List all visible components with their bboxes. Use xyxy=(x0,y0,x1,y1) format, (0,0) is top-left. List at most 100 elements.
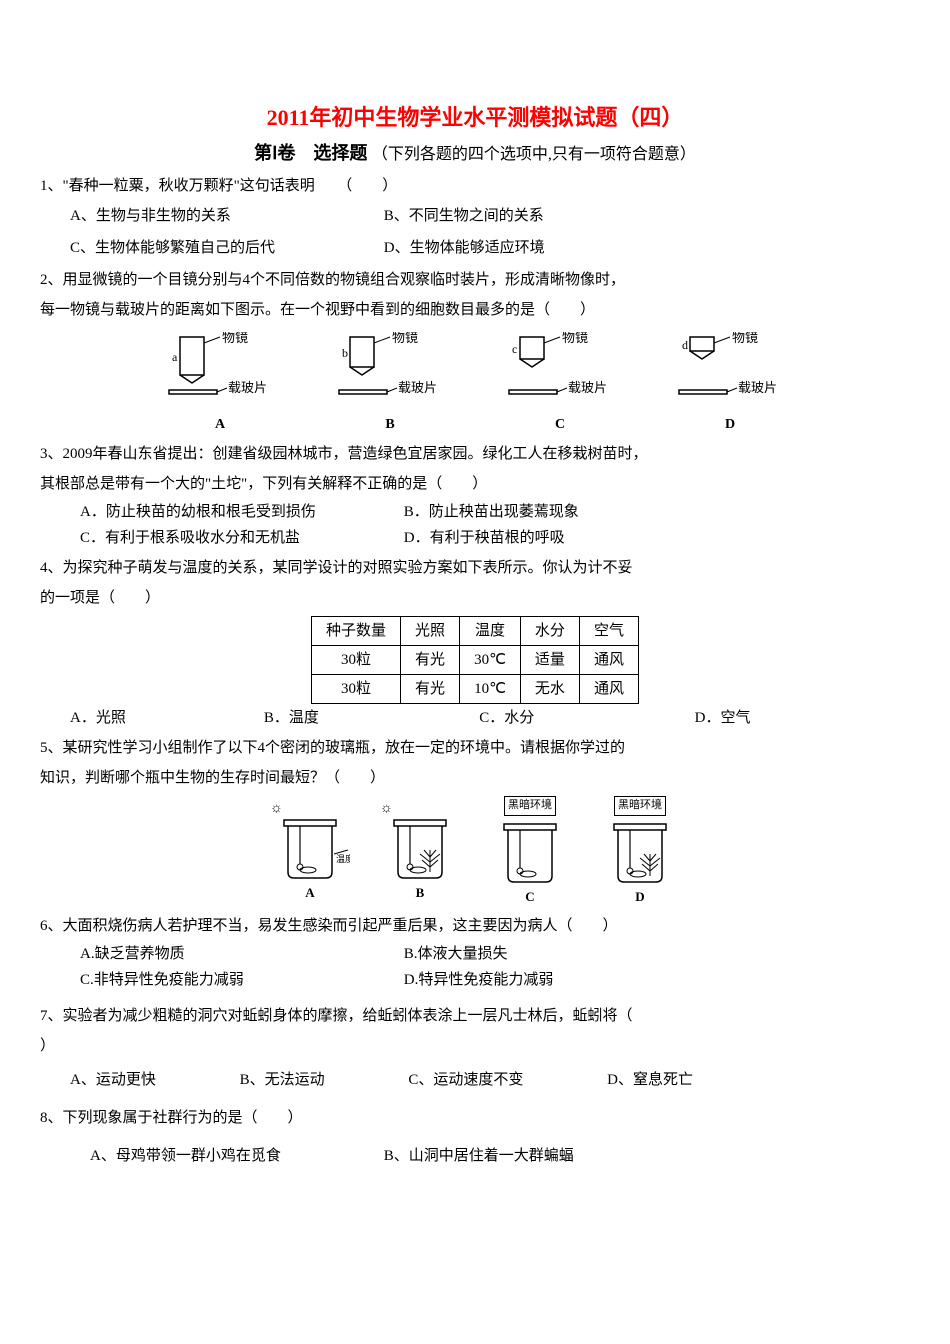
q7-stem: 7、实验者为减少粗糙的洞穴对蚯蚓身体的摩擦，给蚯蚓体表涂上一层凡士林后，蚯蚓将（ xyxy=(40,1004,910,1028)
q5-stem1: 5、某研究性学习小组制作了以下4个密闭的玻璃瓶，放在一定的环境中。请根据你学过的 xyxy=(40,736,910,760)
table-cell: 有光 xyxy=(401,646,460,675)
jar-label: C xyxy=(525,887,534,908)
table-cell: 适量 xyxy=(520,646,579,675)
q1-options-row1: A、生物与非生物的关系 B、不同生物之间的关系 xyxy=(40,204,910,228)
lens-label: D xyxy=(725,414,735,436)
q7-opt-a: A、运动更快 xyxy=(70,1068,156,1092)
lens-label: C xyxy=(555,414,565,436)
q3-stem2: 其根部总是带有一个大的"土坨"，下列有关解释不正确的是（ ） xyxy=(40,472,910,496)
svg-text:载玻片: 载玻片 xyxy=(228,380,267,395)
q1-opt-b: B、不同生物之间的关系 xyxy=(384,204,544,228)
q3-opt-c: C．有利于根系吸收水分和无机盐 xyxy=(80,526,400,550)
table-header-cell: 光照 xyxy=(401,617,460,646)
q7-stem-end: ） xyxy=(40,1034,910,1058)
q6-stem: 6、大面积烧伤病人若护理不当，易发生感染而引起严重后果，这主要因为病人（ ） xyxy=(40,914,910,938)
q4-opt-c: C．水分 xyxy=(479,706,694,730)
microscope-lens-icon: a 物镜 载玻片 xyxy=(165,332,275,412)
microscope-lens-icon: d 物镜 载玻片 xyxy=(675,332,785,412)
q7-options: A、运动更快 B、无法运动 C、运动速度不变 D、窒息死亡 xyxy=(40,1068,910,1092)
q6-opt-a: A.缺乏营养物质 xyxy=(80,942,400,966)
table-header-cell: 水分 xyxy=(520,617,579,646)
table-cell: 30粒 xyxy=(312,675,401,704)
q6-opt-b: B.体液大量损失 xyxy=(404,946,508,962)
svg-text:载玻片: 载玻片 xyxy=(398,380,437,395)
table-header-cell: 种子数量 xyxy=(312,617,401,646)
q4-opt-b: B．温度 xyxy=(264,706,479,730)
lens-figure: a 物镜 载玻片 A xyxy=(165,332,275,436)
q6-opt-c: C.非特异性免疫能力减弱 xyxy=(80,968,400,992)
jar-icon xyxy=(600,816,680,886)
table-cell: 无水 xyxy=(520,675,579,704)
q7-opt-b: B、无法运动 xyxy=(240,1068,325,1092)
q4-stem2: 的一项是（ ） xyxy=(40,586,910,610)
jar-icon: 温度计 xyxy=(270,812,350,882)
q2-stem2: 每一物镜与载玻片的距离如下图示。在一个视野中看到的细胞数目最多的是（ ） xyxy=(40,298,910,322)
lens-figure: d 物镜 载玻片 D xyxy=(675,332,785,436)
q3-stem1: 3、2009年春山东省提出：创建省级园林城市，营造绿色宜居家园。绿化工人在移栽树… xyxy=(40,442,910,466)
svg-text:温度计: 温度计 xyxy=(336,853,350,864)
q2-diagram: a 物镜 载玻片 A b 物镜 载玻片 B c 物镜 载玻片 C d 物镜 载玻… xyxy=(40,332,910,436)
jar-figure: ☼ 温度计 A xyxy=(270,796,350,907)
q1-opt-c: C、生物体能够繁殖自己的后代 xyxy=(70,236,380,260)
jar-label: D xyxy=(635,887,644,908)
lens-figure: c 物镜 载玻片 C xyxy=(505,332,615,436)
dark-env-label: 黑暗环境 xyxy=(504,796,556,816)
q4-opt-a: A．光照 xyxy=(70,706,264,730)
lens-label: A xyxy=(215,414,225,436)
q1-options-row2: C、生物体能够繁殖自己的后代 D、生物体能够适应环境 xyxy=(40,236,910,260)
section-number: 第Ⅰ卷 xyxy=(254,143,295,163)
q3-options: A．防止秧苗的幼根和根毛受到损伤 B．防止秧苗出现萎蔫现象 C．有利于根系吸收水… xyxy=(80,500,910,550)
svg-text:c: c xyxy=(512,342,517,356)
table-cell: 10℃ xyxy=(460,675,521,704)
jar-figure: 黑暗环境 D xyxy=(600,796,680,907)
microscope-lens-icon: c 物镜 载玻片 xyxy=(505,332,615,412)
exam-title: 2011年初中生物学业水平测模拟试题（四） xyxy=(40,100,910,135)
q1-opt-d: D、生物体能够适应环境 xyxy=(384,236,545,260)
microscope-lens-icon: b 物镜 载玻片 xyxy=(335,332,445,412)
table-cell: 30粒 xyxy=(312,646,401,675)
section-header: 第Ⅰ卷 选择题 （下列各题的四个选项中,只有一项符合题意） xyxy=(40,139,910,168)
section-label: 选择题 xyxy=(313,143,367,163)
q8-stem: 8、下列现象属于社群行为的是（ ） xyxy=(40,1106,910,1130)
svg-text:物镜: 物镜 xyxy=(732,332,758,345)
q3-opt-a: A．防止秧苗的幼根和根毛受到损伤 xyxy=(80,500,400,524)
svg-text:物镜: 物镜 xyxy=(392,332,418,345)
svg-text:d: d xyxy=(682,338,688,352)
svg-text:a: a xyxy=(172,350,178,364)
table-cell: 30℃ xyxy=(460,646,521,675)
jar-icon xyxy=(490,816,570,886)
svg-text:载玻片: 载玻片 xyxy=(568,380,607,395)
jar-label: A xyxy=(305,883,314,904)
q3-opt-b: B．防止秧苗出现萎蔫现象 xyxy=(404,504,579,520)
section-note: （下列各题的四个选项中,只有一项符合题意） xyxy=(372,146,696,163)
svg-text:b: b xyxy=(342,346,348,360)
svg-text:载玻片: 载玻片 xyxy=(738,380,777,395)
q6-opt-d: D.特异性免疫能力减弱 xyxy=(404,972,554,988)
q7-opt-c: C、运动速度不变 xyxy=(408,1068,523,1092)
jar-icon xyxy=(380,812,460,882)
q6-options: A.缺乏营养物质 B.体液大量损失 C.非特异性免疫能力减弱 D.特异性免疫能力… xyxy=(80,942,910,992)
lens-figure: b 物镜 载玻片 B xyxy=(335,332,445,436)
table-cell: 通风 xyxy=(579,675,638,704)
table-cell: 通风 xyxy=(579,646,638,675)
q1-stem: 1、"春种一粒粟，秋收万颗籽"这句话表明 （ ） xyxy=(40,174,910,198)
q5-diagram: ☼ 温度计 A☼ B黑暗环境 C黑暗环境 xyxy=(40,796,910,907)
table-header-cell: 空气 xyxy=(579,617,638,646)
svg-text:物镜: 物镜 xyxy=(222,332,248,345)
dark-env-label: 黑暗环境 xyxy=(614,796,666,816)
q8-opt-a: A、母鸡带领一群小鸡在觅食 xyxy=(90,1144,380,1168)
q3-opt-d: D．有利于秧苗根的呼吸 xyxy=(404,530,565,546)
q8-opt-b: B、山洞中居住着一大群蝙蝠 xyxy=(384,1144,574,1168)
q2-stem1: 2、用显微镜的一个目镜分别与4个不同倍数的物镜组合观察临时装片，形成清晰物像时， xyxy=(40,268,910,292)
jar-figure: ☼ B xyxy=(380,796,460,907)
q7-opt-d: D、窒息死亡 xyxy=(607,1068,693,1092)
lens-label: B xyxy=(385,414,394,436)
q1-opt-a: A、生物与非生物的关系 xyxy=(70,204,380,228)
q4-stem1: 4、为探究种子萌发与温度的关系，某同学设计的对照实验方案如下表所示。你认为计不妥 xyxy=(40,556,910,580)
q4-table: 种子数量光照温度水分空气 30粒有光30℃适量通风 30粒有光10℃无水通风 xyxy=(311,616,639,704)
svg-text:物镜: 物镜 xyxy=(562,332,588,345)
jar-label: B xyxy=(416,883,425,904)
table-header-cell: 温度 xyxy=(460,617,521,646)
q4-options: A．光照 B．温度 C．水分 D．空气 xyxy=(40,706,910,730)
jar-figure: 黑暗环境 C xyxy=(490,796,570,907)
